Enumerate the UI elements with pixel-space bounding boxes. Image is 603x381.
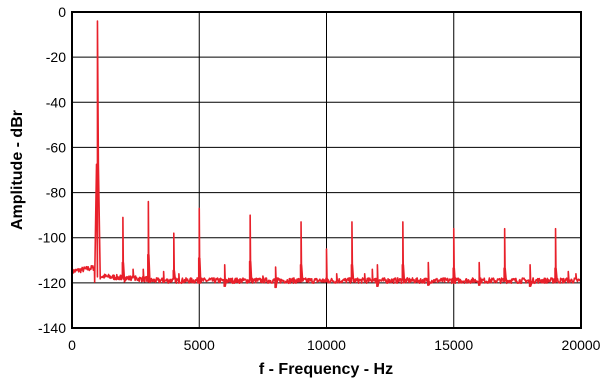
y-tick-label: -100	[38, 230, 66, 246]
x-axis-title: f - Frequency - Hz	[259, 361, 393, 378]
y-tick-label: -80	[46, 185, 66, 201]
x-tick-labels: 0 5000 10000 15000 20000	[68, 337, 601, 353]
y-tick-label: -40	[46, 94, 66, 110]
x-tick-label: 0	[68, 337, 76, 353]
y-tick-label: -20	[46, 49, 66, 65]
y-tick-label: 0	[58, 4, 66, 20]
y-tick-label: -60	[46, 139, 66, 155]
spectrum-trace	[72, 20, 581, 289]
gridlines	[72, 12, 581, 328]
y-tick-label: -120	[38, 275, 66, 291]
x-tick-label: 15000	[434, 337, 473, 353]
x-tick-label: 20000	[562, 337, 601, 353]
plot-frame	[71, 11, 582, 329]
y-tick-label: -140	[38, 320, 66, 336]
y-axis-title: Amplitude - dBr	[9, 110, 26, 230]
y-tick-labels: 0 -20 -40 -60 -80 -100 -120 -140	[38, 4, 66, 336]
x-tick-label: 10000	[307, 337, 346, 353]
x-tick-label: 5000	[184, 337, 215, 353]
